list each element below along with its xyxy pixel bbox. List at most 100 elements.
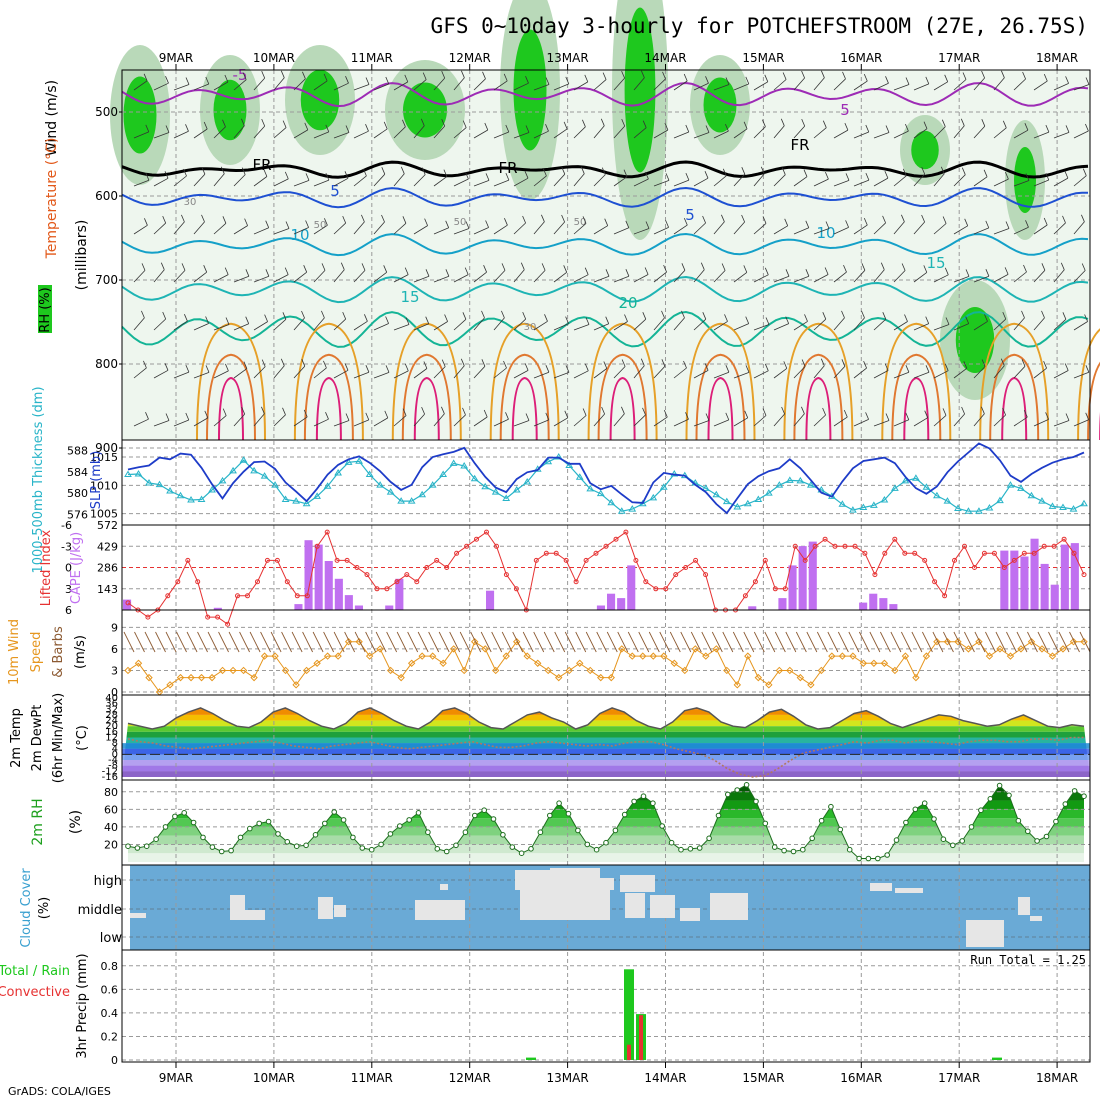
wind-barb-flag <box>944 74 949 82</box>
wind-barb-flag <box>665 173 670 181</box>
wind-barb-flag <box>863 73 868 82</box>
temp-tick-label: 24 <box>105 716 118 727</box>
cape-bar <box>395 578 404 610</box>
wind-barb <box>993 228 1010 235</box>
wind-speed-point <box>386 666 395 675</box>
wind-barb-flag <box>385 316 389 324</box>
wind-barb <box>213 370 229 379</box>
wind-barb <box>993 178 1009 187</box>
thickness-point <box>628 505 637 512</box>
wind-barb-10m <box>470 631 482 653</box>
wind-barb <box>533 84 550 91</box>
wind-barb <box>293 365 306 379</box>
wind-barb-flag <box>342 215 347 224</box>
wind-speed-point <box>1006 652 1015 660</box>
temp-ylabel-1: 2m Temp <box>9 708 24 768</box>
wind-barb <box>1073 419 1089 427</box>
li-point <box>872 572 878 578</box>
wind-barb-10m <box>1069 631 1080 653</box>
wind-barb-10m <box>964 631 975 653</box>
cloud-block <box>870 883 892 891</box>
wind-barb-flag <box>205 365 210 373</box>
rh-blob-core <box>624 7 656 173</box>
li-point <box>125 600 131 606</box>
top-date-label: 17MAR <box>938 51 980 65</box>
wind-barb-flag <box>261 70 266 79</box>
wind-barb-flag <box>345 125 350 133</box>
wind-barb <box>713 175 727 187</box>
wind-barb-10m <box>722 631 734 653</box>
wind-barb-10m <box>827 631 839 653</box>
wind-barb <box>253 77 265 91</box>
thickness-point <box>218 476 227 484</box>
wind-barb <box>673 131 689 139</box>
temp-tick-label: 20 <box>105 721 118 732</box>
rh-tick-label: 40 <box>104 821 118 834</box>
li-point <box>752 579 758 585</box>
thickness-point <box>502 494 511 501</box>
wind-barb <box>893 419 909 427</box>
wind-barb-flag <box>945 317 950 325</box>
wind-barb <box>633 127 647 139</box>
wind-barb <box>873 420 890 427</box>
wind-barb-flag <box>164 171 169 179</box>
wind-barb <box>193 128 208 139</box>
rh-blob-core <box>703 77 737 133</box>
wind-speed-point <box>323 652 332 660</box>
wind-barb <box>313 317 325 331</box>
wind-barb <box>613 125 625 139</box>
wind-barb <box>253 275 270 283</box>
wind-barb <box>413 323 429 331</box>
wind-barb <box>613 366 626 379</box>
wind-barb-flag <box>385 76 390 85</box>
wind-barb <box>993 77 1005 91</box>
wind-barb-flag <box>962 72 967 80</box>
wind-barb-10m <box>911 631 923 653</box>
wind-barb-flag <box>981 70 985 79</box>
wind-barb-flag <box>681 263 686 271</box>
wind-barb-10m <box>922 631 933 653</box>
wind-barb-10m <box>228 631 240 653</box>
wind-barb-flag <box>1001 70 1005 78</box>
wind-barb-flag <box>785 316 790 324</box>
rh-point <box>940 836 947 843</box>
mb-tick-label: 500 <box>95 105 118 119</box>
top-date-label: 14MAR <box>644 51 686 65</box>
wind-barb-flag <box>942 408 947 416</box>
wind-barb-flag <box>524 171 529 179</box>
cape-bar <box>294 604 303 610</box>
cape-bar <box>596 605 605 610</box>
thickness-point <box>239 456 248 463</box>
li-point <box>1011 557 1017 563</box>
wind-barb-flag <box>861 263 866 271</box>
wind-barb-10m <box>753 631 765 653</box>
rh-point <box>875 855 881 862</box>
wind-barb-flag <box>504 218 508 226</box>
contour-label: 5 <box>840 101 850 119</box>
wind-barb-flag <box>222 119 226 127</box>
wind-barb <box>153 82 169 91</box>
thickness-point <box>355 457 364 464</box>
rh-point <box>743 782 750 788</box>
rh-point <box>584 841 591 848</box>
precip-tick-label: 0.8 <box>101 960 119 973</box>
wind-barb-flag <box>1065 76 1069 84</box>
thickness-point <box>250 466 258 474</box>
wind-speed-point <box>250 673 258 682</box>
wind-barb <box>413 79 427 91</box>
wind-barb <box>613 176 628 187</box>
rh-point <box>1034 838 1040 844</box>
wind-barb <box>993 127 1007 139</box>
wind-barb <box>713 221 725 235</box>
rh-point <box>696 845 703 851</box>
wind-barb <box>913 323 929 331</box>
wind-barb-flag <box>885 413 890 421</box>
wind-barb-10m <box>848 631 860 653</box>
wind-barb <box>673 179 690 187</box>
temp-contour-10 <box>121 232 1089 257</box>
wind-barb-flag <box>485 220 489 228</box>
warm-contour <box>707 376 734 441</box>
wind-barb <box>153 177 169 187</box>
rh-point <box>1053 818 1059 825</box>
cape-bar <box>869 593 878 610</box>
